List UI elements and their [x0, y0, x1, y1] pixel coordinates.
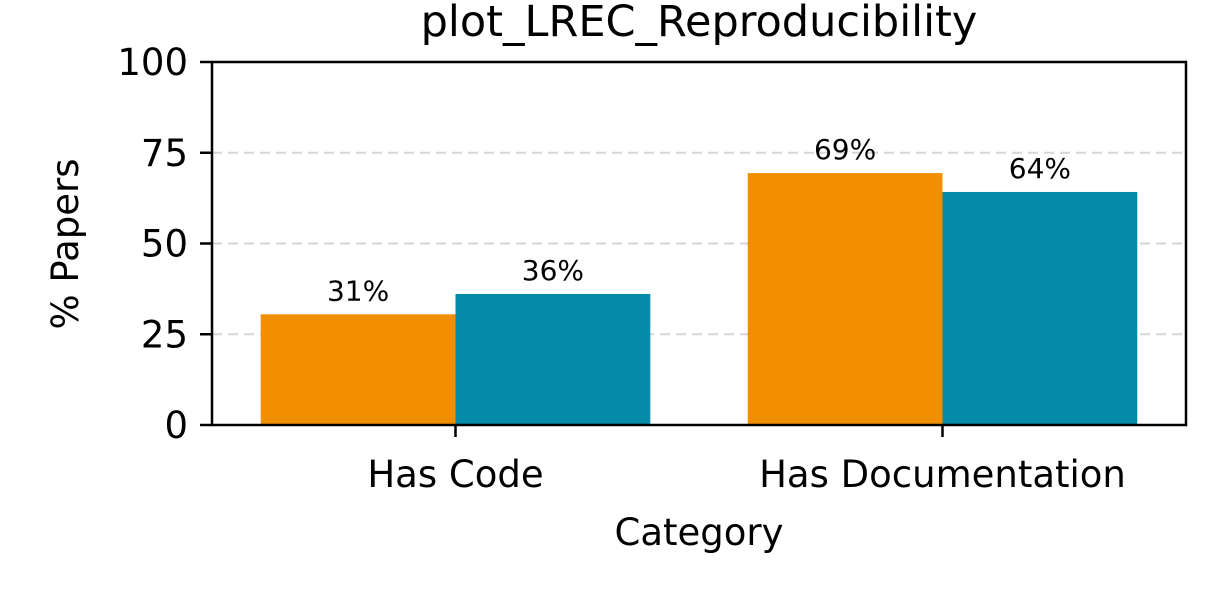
bar: [260, 314, 456, 425]
data-labels: 31% 36% 69% 64%: [327, 133, 1071, 307]
x-axis-title: Category: [614, 511, 783, 554]
x-tick-label: Has Documentation: [759, 453, 1126, 496]
chart-title: plot_LREC_Reproducibility: [421, 0, 978, 47]
x-axis-ticks: Has Code Has Documentation: [367, 425, 1126, 496]
bar-value-label: 36%: [522, 254, 584, 287]
x-tick-label: Has Code: [367, 453, 543, 496]
y-axis-ticks: 0 25 50 75 100: [117, 41, 212, 447]
bar: [747, 173, 943, 425]
bar: [942, 191, 1138, 425]
bars: [260, 173, 1138, 425]
y-tick-label: 100: [117, 41, 188, 84]
bar-value-label: 64%: [1009, 152, 1071, 185]
y-tick-label: 75: [141, 132, 188, 175]
y-axis-title: % Papers: [44, 159, 87, 330]
y-tick-label: 0: [164, 404, 188, 447]
bar-value-label: 69%: [814, 133, 876, 166]
y-tick-label: 50: [141, 223, 188, 266]
bar-value-label: 31%: [327, 274, 389, 307]
bar: [455, 293, 651, 425]
y-tick-label: 25: [141, 313, 188, 356]
